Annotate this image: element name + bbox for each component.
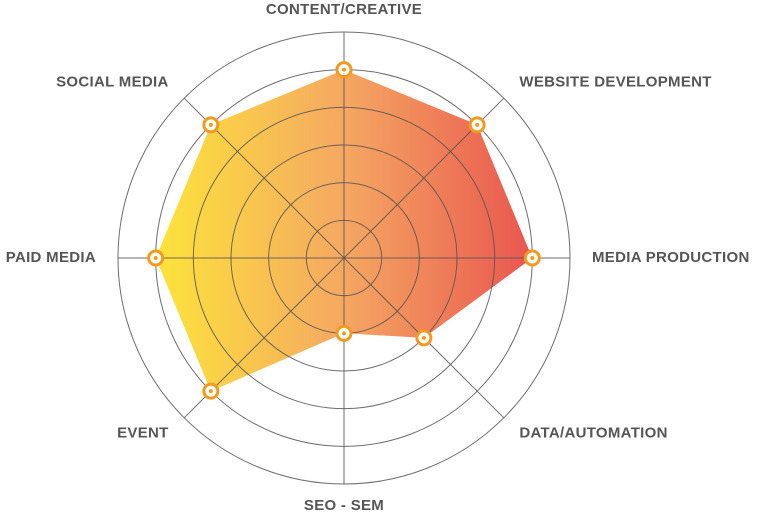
axis-label: SOCIAL MEDIA [56, 74, 169, 91]
axis-label: DATA/AUTOMATION [519, 424, 667, 441]
axis-label: CONTENT/CREATIVE [266, 1, 422, 18]
data-point-dot [208, 122, 213, 127]
data-point-dot [208, 389, 213, 394]
axis-label: PAID MEDIA [6, 249, 96, 266]
axis-label: EVENT [117, 424, 169, 441]
data-point-dot [342, 331, 346, 336]
axis-label: MEDIA PRODUCTION [592, 249, 750, 266]
axis-label: SEO - SEM [304, 497, 384, 514]
data-point-dot [342, 67, 346, 72]
data-point-dot [530, 256, 535, 260]
data-point-dot [475, 122, 480, 127]
data-point-dot [153, 256, 158, 260]
axis-label: WEBSITE DEVELOPMENT [519, 74, 711, 91]
data-point-dot [421, 335, 426, 340]
